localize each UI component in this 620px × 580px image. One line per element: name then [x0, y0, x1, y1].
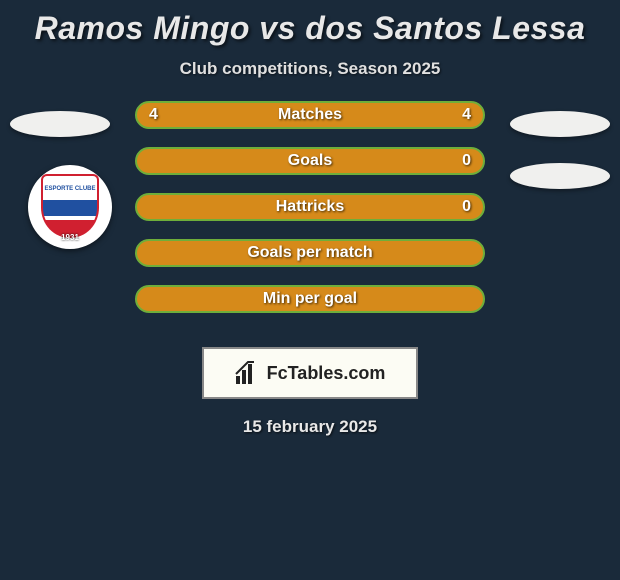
player2-badge-2 — [510, 163, 610, 189]
footer-brand-text: FcTables.com — [267, 363, 386, 384]
player2-badge-1 — [510, 111, 610, 137]
club-crest: ESPORTE CLUBE 1931 — [28, 165, 112, 249]
stat-label: Min per goal — [263, 290, 357, 308]
stat-bar: Goals per match — [135, 239, 485, 267]
footer-brand: FcTables.com — [202, 347, 418, 399]
player1-badge — [10, 111, 110, 137]
stat-value-right: 0 — [462, 198, 471, 216]
stat-label: Hattricks — [276, 198, 344, 216]
stat-bars: 4 Matches 4 Goals 0 Hattricks 0 Goals per match… — [135, 101, 485, 331]
stat-value-right: 0 — [462, 152, 471, 170]
page-title: Ramos Mingo vs dos Santos Lessa — [0, 0, 620, 47]
crest-year: 1931 — [41, 233, 99, 242]
page-subtitle: Club competitions, Season 2025 — [0, 59, 620, 79]
stat-label: Goals per match — [247, 244, 372, 262]
stat-label: Goals — [288, 152, 332, 170]
stat-value-right: 4 — [462, 106, 471, 124]
stat-value-left: 4 — [149, 106, 158, 124]
bar-chart-icon — [235, 360, 261, 386]
date-text: 15 february 2025 — [0, 417, 620, 437]
stat-bar: Min per goal — [135, 285, 485, 313]
stat-bar: 4 Matches 4 — [135, 101, 485, 129]
crest-top-text: ESPORTE CLUBE — [41, 174, 99, 202]
stat-label: Matches — [278, 106, 342, 124]
stat-bar: Hattricks 0 — [135, 193, 485, 221]
comparison-area: ESPORTE CLUBE 1931 4Matches4Goals0Hattri… — [0, 111, 620, 341]
stat-bar: Goals 0 — [135, 147, 485, 175]
